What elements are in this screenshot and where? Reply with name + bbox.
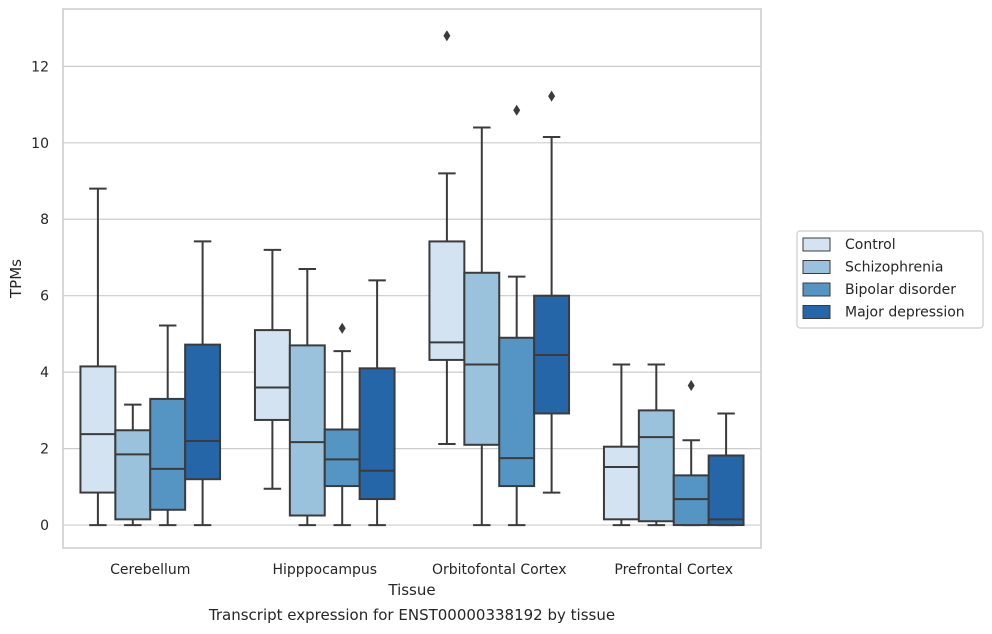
legend-label: Schizophrenia <box>845 260 943 276</box>
legend-swatch <box>802 237 831 252</box>
box-body <box>79 365 117 494</box>
x-tick-label: Prefrontal Cortex <box>614 562 733 578</box>
legend: Control Schizophrenia Bipolar disorder Majo… <box>796 230 984 329</box>
x-tick-label: Hipppocampus <box>272 562 377 578</box>
box-body <box>498 336 536 488</box>
legend-swatch <box>802 282 831 297</box>
legend-label: Control <box>845 237 896 253</box>
legend-swatch <box>802 305 831 319</box>
box-body <box>288 344 326 517</box>
outlier-point <box>687 380 695 392</box>
box <box>288 267 326 527</box>
box <box>79 187 117 527</box>
legend-label: Bipolar disorder <box>845 282 956 298</box>
x-tick-label: Orbitofontal Cortex <box>432 562 567 578</box>
box-body <box>184 343 222 481</box>
y-tick-label: 4 <box>40 365 49 381</box>
box-body <box>602 445 640 521</box>
x-ticks: Cerebellum Hipppocampus Orbitofontal Corte… <box>110 562 733 578</box>
outlier-point <box>338 322 346 334</box>
legend-swatch <box>802 260 831 274</box>
box <box>707 412 745 527</box>
box <box>323 322 361 527</box>
y-tick-label: 12 <box>31 59 49 75</box>
box <box>498 104 536 527</box>
box-body <box>114 429 152 521</box>
plot-frame <box>62 8 762 549</box>
y-ticks: 0 2 4 6 8 10 12 <box>31 59 49 534</box>
y-tick-label: 2 <box>40 442 49 458</box>
figure-caption: Transcript expression for ENST0000033819… <box>208 606 616 624</box>
box-layer <box>79 30 745 527</box>
y-tick-label: 6 <box>40 289 49 305</box>
box <box>672 380 710 527</box>
box <box>149 324 187 527</box>
box-body <box>149 397 187 511</box>
box <box>358 279 396 527</box>
x-tick-label: Cerebellum <box>110 562 190 578</box>
y-tick-label: 10 <box>31 136 49 152</box>
legend-frame <box>796 230 984 329</box>
box-body <box>358 367 396 501</box>
y-tick-label: 8 <box>40 212 49 228</box>
box-body <box>463 271 501 446</box>
outlier-point <box>548 90 556 102</box>
box <box>428 30 466 446</box>
outlier-point <box>443 30 451 42</box>
box <box>602 363 640 527</box>
box <box>637 363 675 527</box>
box <box>184 240 222 527</box>
outlier-point <box>513 104 521 116</box>
box <box>463 126 501 527</box>
box <box>114 403 152 527</box>
box-body <box>253 329 291 421</box>
box-body <box>323 428 361 488</box>
legend-label: Major depression <box>845 305 965 321</box>
y-tick-label: 0 <box>40 518 49 534</box>
box <box>533 90 571 494</box>
box-body <box>707 454 745 527</box>
box-body <box>672 474 710 527</box>
box <box>253 248 291 490</box>
y-axis-title: TPMs <box>7 259 25 299</box>
box-body <box>637 409 675 523</box>
x-axis-title: Tissue <box>387 581 435 599</box>
